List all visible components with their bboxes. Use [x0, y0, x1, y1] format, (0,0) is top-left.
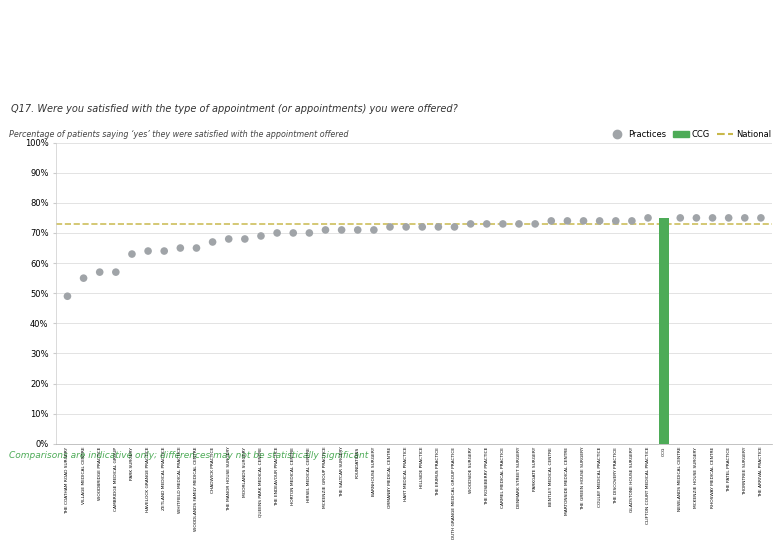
- Point: [61, 292, 73, 301]
- Point: [255, 232, 268, 240]
- Point: [142, 247, 154, 255]
- Text: Satisfaction with appointment offered:: Satisfaction with appointment offered:: [11, 22, 393, 39]
- Point: [287, 228, 300, 237]
- Point: [642, 214, 654, 222]
- Point: [400, 222, 413, 231]
- Point: [319, 226, 332, 234]
- Point: [739, 214, 751, 222]
- Point: [512, 220, 525, 228]
- Point: [190, 244, 203, 252]
- Point: [352, 226, 364, 234]
- Point: [690, 214, 703, 222]
- Point: [109, 268, 122, 276]
- Point: [464, 220, 477, 228]
- Point: [222, 235, 235, 244]
- Point: [416, 222, 428, 231]
- Text: 32: 32: [381, 502, 399, 515]
- Point: [207, 238, 219, 246]
- Point: [626, 217, 638, 225]
- Text: © Ipsos MORI   19 -071809 -01 | Version 1 | Public: © Ipsos MORI 19 -071809 -01 | Version 1 …: [9, 529, 185, 537]
- Point: [480, 220, 493, 228]
- Point: [303, 228, 316, 237]
- Text: Social Research Institute: Social Research Institute: [9, 515, 105, 524]
- Point: [529, 220, 541, 228]
- Point: [545, 217, 558, 225]
- Text: how the CCG’s practices compare: how the CCG’s practices compare: [11, 54, 339, 72]
- Point: [367, 226, 380, 234]
- Point: [335, 226, 348, 234]
- Text: Q17. Were you satisfied with the type of appointment (or appointments) you were : Q17. Were you satisfied with the type of…: [11, 104, 458, 113]
- Point: [707, 214, 719, 222]
- Point: [448, 222, 461, 231]
- Point: [755, 214, 768, 222]
- Point: [126, 249, 138, 258]
- Text: Base: All who tried to make an appointment since being registered: National (679: Base: All who tried to make an appointme…: [9, 475, 513, 482]
- Point: [497, 220, 509, 228]
- Point: [594, 217, 606, 225]
- Point: [609, 217, 622, 225]
- Text: Comparisons are indicative only; differences may not be statistically significan: Comparisons are indicative only; differe…: [9, 451, 369, 460]
- Point: [158, 247, 171, 255]
- Text: Ipsos MORI: Ipsos MORI: [9, 501, 66, 510]
- Bar: [659, 218, 669, 444]
- Point: [77, 274, 90, 282]
- Point: [384, 222, 396, 231]
- Point: [674, 214, 686, 222]
- Point: [271, 228, 283, 237]
- Legend: Practices, CCG, National: Practices, CCG, National: [605, 126, 775, 142]
- Point: [174, 244, 186, 252]
- Point: [94, 268, 106, 276]
- Text: Percentage of patients saying ‘yes’ they were satisfied with the appointment off: Percentage of patients saying ‘yes’ they…: [9, 130, 349, 139]
- Point: [239, 235, 251, 244]
- Point: [432, 222, 445, 231]
- Point: [577, 217, 590, 225]
- Point: [561, 217, 573, 225]
- Point: [722, 214, 735, 222]
